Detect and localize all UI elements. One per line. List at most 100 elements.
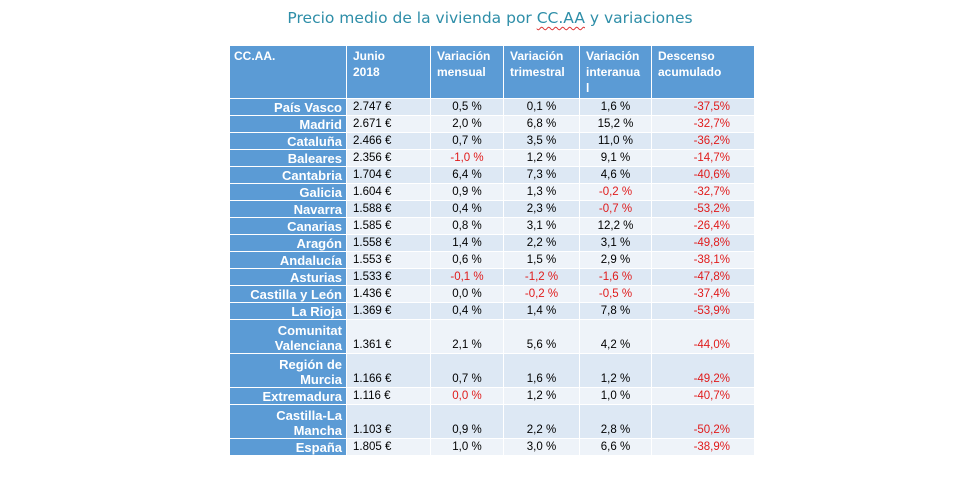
mensual-cell: 0,6 % — [430, 251, 504, 269]
precio-cell: 2.747 € — [346, 98, 431, 116]
table-row: España 1.805 €1,0 % 3,0 % 6,6 % -38,9% — [229, 438, 755, 456]
precio-cell: 1.533 € — [346, 268, 431, 286]
descenso-cell: -14,7% — [651, 149, 755, 167]
trimestral-cell: 0,1 % — [503, 98, 580, 116]
trimestral-cell: 2,2 % — [503, 234, 580, 252]
table-row: Canarias 1.585 €0,8 % 3,1 % 12,2 % -26,4% — [229, 217, 755, 235]
table-row: Madrid 2.671 €2,0 % 6,8 % 15,2 % -32,7% — [229, 115, 755, 133]
region-name: Baleares — [229, 149, 347, 167]
descenso-cell: -37,5% — [651, 98, 755, 116]
mensual-cell: 0,9 % — [430, 183, 504, 201]
table-row: Extremadura 1.116 €0,0 % 1,2 % 1,0 % -40,7% — [229, 387, 755, 405]
region-name: Cantabria — [229, 166, 347, 184]
trimestral-cell: 7,3 % — [503, 166, 580, 184]
mensual-cell: 6,4 % — [430, 166, 504, 184]
mensual-cell: 0,5 % — [430, 98, 504, 116]
precio-cell: 1.553 € — [346, 251, 431, 269]
region-name: Galicia — [229, 183, 347, 201]
trimestral-cell: 1,3 % — [503, 183, 580, 201]
column-header: Variación interanua l — [579, 45, 652, 99]
region-name: Comunitat Valenciana — [229, 319, 347, 354]
precio-cell: 1.585 € — [346, 217, 431, 235]
precio-cell: 1.103 € — [346, 404, 431, 439]
region-name: Asturias — [229, 268, 347, 286]
trimestral-cell: 1,4 % — [503, 302, 580, 320]
table-row: Baleares 2.356 € -1,0 % 1,2 % 9,1 % -14,7% — [229, 149, 755, 167]
descenso-cell: -32,7% — [651, 183, 755, 201]
mensual-cell: 0,8 % — [430, 217, 504, 235]
descenso-cell: -32,7% — [651, 115, 755, 133]
interanual-cell: 1,0 % — [579, 387, 652, 405]
table-row: País Vasco 2.747 €0,5 % 0,1 % 1,6 % -37,5% — [229, 98, 755, 116]
interanual-cell: 12,2 % — [579, 217, 652, 235]
column-header: Descenso acumulado — [651, 45, 755, 99]
price-table: CC.AA. Junio 2018 Variación mensual Variación… — [229, 45, 755, 456]
descenso-cell: -50,2% — [651, 404, 755, 439]
table-row: Cantabria 1.704 €6,4 % 7,3 % 4,6 % -40,6% — [229, 166, 755, 184]
interanual-cell: 6,6 % — [579, 438, 652, 456]
region-name: Castilla y León — [229, 285, 347, 303]
interanual-cell: 1,2 % — [579, 353, 652, 388]
column-header: Junio 2018 — [346, 45, 431, 99]
interanual-cell: 4,6 % — [579, 166, 652, 184]
interanual-cell: -0,5 % — [579, 285, 652, 303]
region-name: Navarra — [229, 200, 347, 218]
mensual-cell: 1,4 % — [430, 234, 504, 252]
descenso-cell: -49,2% — [651, 353, 755, 388]
descenso-cell: -40,6% — [651, 166, 755, 184]
descenso-cell: -49,8% — [651, 234, 755, 252]
region-name: Andalucía — [229, 251, 347, 269]
mensual-cell: 0,4 % — [430, 200, 504, 218]
mensual-cell: 2,1 % — [430, 319, 504, 354]
region-name: Extremadura — [229, 387, 347, 405]
mensual-cell: -0,1 % — [430, 268, 504, 286]
trimestral-cell: -1,2 % — [503, 268, 580, 286]
descenso-cell: -38,9% — [651, 438, 755, 456]
interanual-cell: 1,6 % — [579, 98, 652, 116]
region-name: La Rioja — [229, 302, 347, 320]
descenso-cell: -37,4% — [651, 285, 755, 303]
mensual-cell: 0,0 % — [430, 285, 504, 303]
region-name: País Vasco — [229, 98, 347, 116]
column-header: CC.AA. — [229, 45, 347, 99]
mensual-cell: 0,0 % — [430, 387, 504, 405]
mensual-cell: 0,7 % — [430, 132, 504, 150]
precio-cell: 2.671 € — [346, 115, 431, 133]
descenso-cell: -47,8% — [651, 268, 755, 286]
column-header: Variación trimestral — [503, 45, 580, 99]
precio-cell: 1.805 € — [346, 438, 431, 456]
table-row: Aragón 1.558 €1,4 % 2,2 % 3,1 % -49,8% — [229, 234, 755, 252]
mensual-cell: -1,0 % — [430, 149, 504, 167]
interanual-cell: -0,2 % — [579, 183, 652, 201]
precio-cell: 1.558 € — [346, 234, 431, 252]
trimestral-cell: 1,5 % — [503, 251, 580, 269]
page-title: Precio medio de la vivienda por CC.AA y … — [287, 9, 693, 27]
interanual-cell: -1,6 % — [579, 268, 652, 286]
trimestral-cell: 2,3 % — [503, 200, 580, 218]
precio-cell: 1.116 € — [346, 387, 431, 405]
table-row: Comunitat Valenciana 1.361 €2,1 % 5,6 % 4,2 … — [229, 319, 755, 354]
table-row: Andalucía 1.553 €0,6 % 1,5 % 2,9 % -38,1% — [229, 251, 755, 269]
trimestral-cell: 5,6 % — [503, 319, 580, 354]
table-row: Navarra 1.588 €0,4 % 2,3 % -0,7 % -53,2% — [229, 200, 755, 218]
interanual-cell: 15,2 % — [579, 115, 652, 133]
trimestral-cell: 1,6 % — [503, 353, 580, 388]
table-row: La Rioja 1.369 €0,4 % 1,4 % 7,8 % -53,9% — [229, 302, 755, 320]
table-body: País Vasco 2.747 €0,5 % 0,1 % 1,6 % -37,5% Ma… — [229, 98, 755, 456]
mensual-cell: 0,7 % — [430, 353, 504, 388]
region-name: Canarias — [229, 217, 347, 235]
trimestral-cell: 3,0 % — [503, 438, 580, 456]
mensual-cell: 0,4 % — [430, 302, 504, 320]
precio-cell: 2.356 € — [346, 149, 431, 167]
region-name: Castilla-La Mancha — [229, 404, 347, 439]
interanual-cell: -0,7 % — [579, 200, 652, 218]
trimestral-cell: 1,2 % — [503, 387, 580, 405]
descenso-cell: -38,1% — [651, 251, 755, 269]
table-row: Asturias 1.533 € -0,1 % -1,2 % -1,6 % -47,8% — [229, 268, 755, 286]
table-row: Castilla-La Mancha 1.103 €0,9 % 2,2 % 2,8 % -… — [229, 404, 755, 439]
mensual-cell: 0,9 % — [430, 404, 504, 439]
precio-cell: 1.436 € — [346, 285, 431, 303]
table-header-row: CC.AA. Junio 2018 Variación mensual Variación… — [229, 45, 755, 99]
table-row: Cataluña 2.466 €0,7 % 3,5 % 11,0 % -36,2% — [229, 132, 755, 150]
precio-cell: 1.369 € — [346, 302, 431, 320]
